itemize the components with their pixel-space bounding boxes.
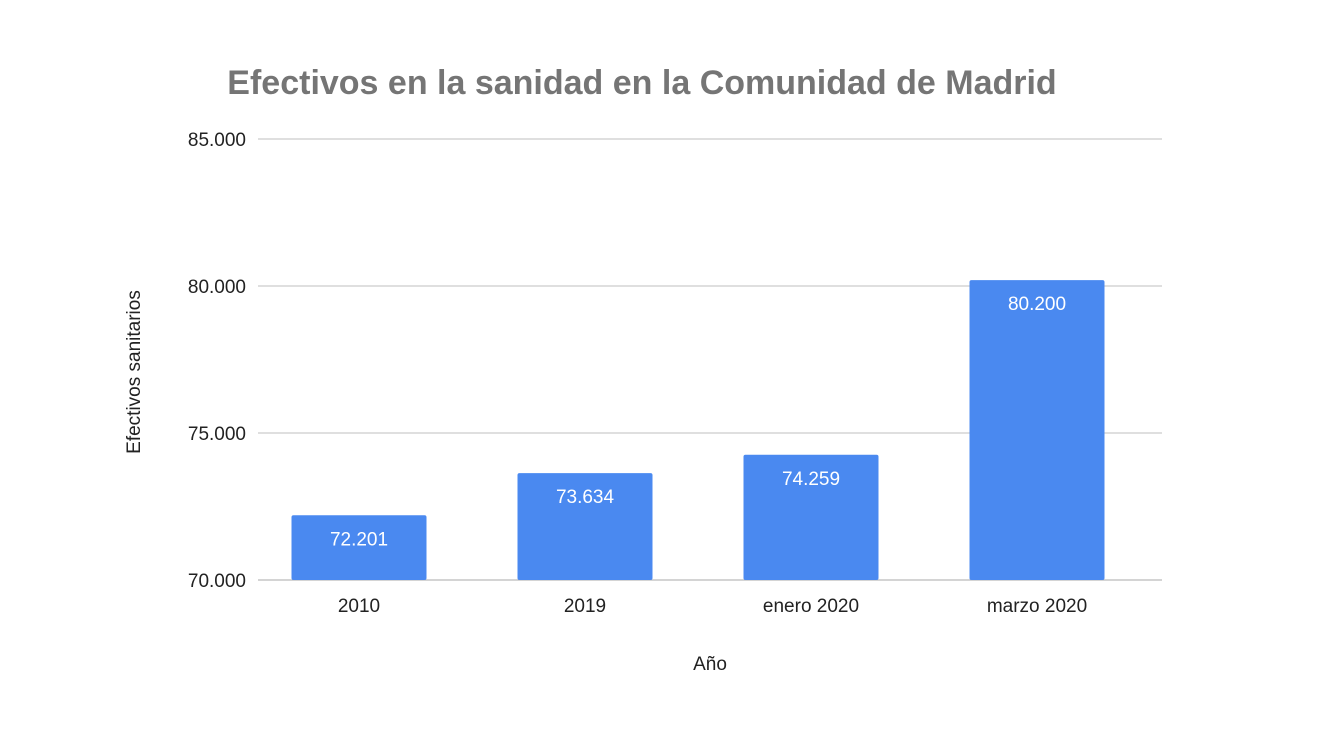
bar xyxy=(969,280,1105,580)
y-tick-label: 85.000 xyxy=(188,130,246,151)
y-tick-label: 75.000 xyxy=(188,424,246,445)
y-tick-label: 70.000 xyxy=(188,571,246,592)
data-label: 73.634 xyxy=(556,487,615,508)
y-tick-label: 80.000 xyxy=(188,277,246,298)
bar xyxy=(743,454,879,580)
bar xyxy=(291,515,427,580)
chart-title: Efectivos en la sanidad en la Comunidad … xyxy=(227,64,1056,102)
x-axis-ticks: 2010 2019 enero 2020 marzo 2020 xyxy=(338,596,1087,617)
x-tick-label: enero 2020 xyxy=(763,596,859,617)
data-label: 74.259 xyxy=(782,469,840,490)
x-tick-label: marzo 2020 xyxy=(987,596,1087,617)
data-label: 80.200 xyxy=(1008,294,1066,315)
x-tick-label: 2019 xyxy=(564,596,606,617)
data-label: 72.201 xyxy=(330,529,388,550)
x-axis-label: Año xyxy=(693,654,727,675)
y-axis-ticks: 70.000 75.000 80.000 85.000 xyxy=(188,130,246,592)
y-axis-label: Efectivos sanitarios xyxy=(124,290,145,454)
bar xyxy=(517,473,653,580)
x-tick-label: 2010 xyxy=(338,596,380,617)
bars: 72.201 73.634 74.259 80.200 xyxy=(291,280,1105,580)
